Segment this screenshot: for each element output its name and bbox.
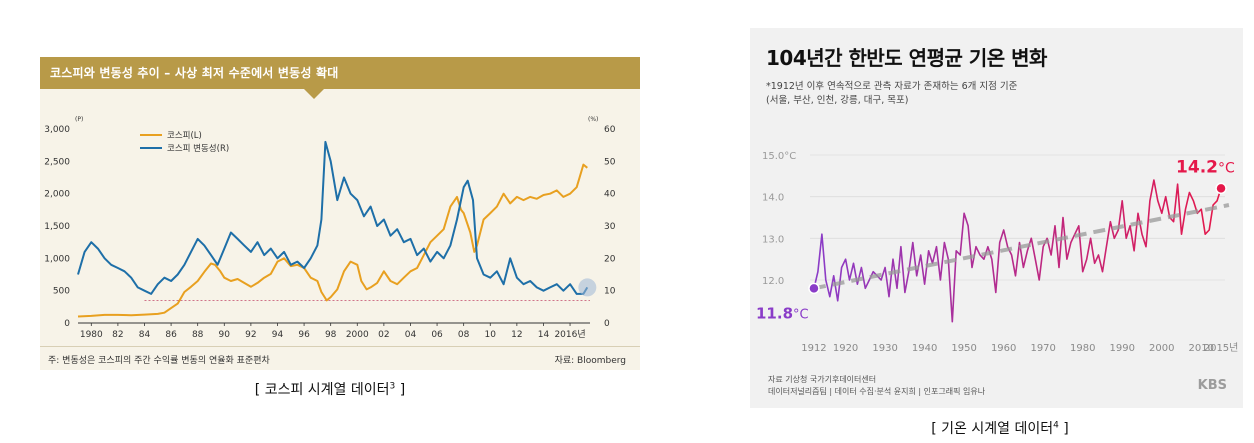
- x-tick-label: 94: [272, 330, 284, 340]
- y-right-tick-label: 40: [604, 190, 616, 200]
- y-right-tick-label: 20: [604, 254, 616, 264]
- kospi-caption-sup: 3: [389, 381, 396, 392]
- x-tick-label: 86: [165, 330, 177, 340]
- start-value-label: 11.8°C: [756, 304, 809, 322]
- kospi-caption-text: [ 코스피 시계열 데이터: [254, 382, 390, 398]
- x-tick-label: 08: [458, 330, 470, 340]
- temperature-caption: [ 기온 시계열 데이터4 ]: [880, 418, 1120, 438]
- y-tick-label: 13.0: [762, 234, 784, 245]
- kospi-note: 주: 변동성은 코스피의 주간 수익률 변동의 연율화 표준편차: [48, 356, 270, 366]
- x-tick-label: 2000: [346, 330, 369, 340]
- kospi-caption-end: ]: [395, 382, 406, 398]
- x-tick-label: 14: [538, 330, 550, 340]
- y-tick-label: 15.0°C: [762, 151, 796, 162]
- temperature-caption-sup: 4: [1053, 420, 1059, 431]
- x-tick-label: 1990: [1110, 343, 1135, 354]
- x-tick-label: 1950: [951, 343, 976, 354]
- y-left-tick-label: 2,500: [44, 157, 70, 167]
- temperature-subtitle-line1: *1912년 이후 연속적으로 관측 자료가 존재하는 6개 지점 기준: [766, 81, 1018, 92]
- kospi-source: 자료: Bloomberg: [554, 356, 626, 366]
- temperature-source-line2: 데이터저널리즘팀 | 데이터 수집·분석 윤지희 | 인포그래픽 임유나: [768, 387, 986, 396]
- x-tick-label: 06: [431, 330, 443, 340]
- kospi-chart: 3,0002,5002,0001,5001,000500060504030201…: [44, 116, 616, 340]
- x-tick-label: 92: [245, 330, 256, 340]
- kospi-banner: 코스피와 변동성 추이 – 사상 최저 수준에서 변동성 확대: [40, 57, 640, 89]
- kospi-volatility-line: [77, 140, 589, 295]
- temperature-subtitle-line2: (서울, 부산, 인천, 강릉, 대구, 목포): [766, 95, 909, 106]
- start-unit: °C: [793, 307, 809, 322]
- kospi-banner-title: 코스피와 변동성 추이 – 사상 최저 수준에서 변동성 확대: [50, 66, 339, 80]
- x-tick-label: 88: [192, 330, 204, 340]
- temperature-line: [813, 179, 1222, 323]
- y-right-tick-label: 50: [604, 157, 616, 167]
- y-left-tick-label: 0: [64, 319, 70, 329]
- y-left-tick-label: 1,500: [44, 222, 70, 232]
- legend-label: 코스피 변동성(R): [167, 143, 229, 154]
- x-tick-label: 1980: [1070, 343, 1095, 354]
- kbs-logo: KBS: [1197, 378, 1227, 393]
- y-right-tick-label: 0: [604, 319, 610, 329]
- trend-line: [813, 203, 1230, 291]
- y-right-tick-label: 10: [604, 287, 616, 297]
- y-left-tick-label: 3,000: [44, 125, 70, 135]
- x-tick-label: 2016년: [554, 329, 585, 340]
- y-left-tick-label: 500: [53, 287, 70, 297]
- temperature-caption-end: ]: [1058, 421, 1069, 437]
- x-tick-label: 82: [112, 330, 123, 340]
- end-value-label: 14.2°C: [1176, 157, 1235, 177]
- temperature-title: 104년간 한반도 연평균 기온 변화: [766, 46, 1047, 70]
- x-tick-label: 1970: [1030, 343, 1055, 354]
- x-tick-label: 1920: [833, 343, 858, 354]
- y-left-tick-label: 2,000: [44, 190, 70, 200]
- x-tick-label: 02: [378, 330, 389, 340]
- x-tick-label: 2010: [1189, 343, 1214, 354]
- temperature-caption-text: [ 기온 시계열 데이터: [931, 421, 1054, 437]
- x-tick-label: 10: [485, 330, 497, 340]
- end-point: [1215, 182, 1227, 195]
- banner-notch: [304, 89, 324, 99]
- y-right-tick-label: 60: [604, 125, 616, 135]
- start-value: 11.8: [756, 304, 793, 322]
- y-left-tick-label: 1,000: [44, 254, 70, 264]
- kospi-figure: 코스피와 변동성 추이 – 사상 최저 수준에서 변동성 확대 3,000 2,5…: [40, 57, 640, 370]
- temperature-chart: 15.0°C 14.0 13.0 12.0 1912 1920 1930 1940 1950 19…: [756, 151, 1239, 354]
- legend-label: 코스피(L): [167, 131, 202, 141]
- x-tick-label: 1960: [991, 343, 1016, 354]
- temperature-source-line1: 자료 기상청 국가기후데이터센터: [768, 375, 877, 384]
- x-tick-label: 1980: [80, 330, 103, 340]
- x-tick-label: 84: [139, 330, 151, 340]
- x-tick-label: 12: [511, 330, 522, 340]
- footer-divider: [40, 346, 640, 347]
- x-tick-label: 2015년: [1204, 342, 1239, 354]
- end-value: 14.2: [1176, 157, 1218, 177]
- y-right-unit: (%): [588, 116, 598, 123]
- x-tick-label: 98: [325, 330, 337, 340]
- x-tick-label: 1940: [912, 343, 937, 354]
- y-tick-label: 12.0: [762, 276, 784, 287]
- temperature-figure: 104년간 한반도 연평균 기온 변화 *1912년 이후 연속적으로 관측 자…: [750, 28, 1243, 408]
- x-tick-label: 1912: [801, 343, 826, 354]
- start-point: [808, 282, 820, 295]
- kospi-caption: [ 코스피 시계열 데이터3 ]: [200, 379, 460, 399]
- kospi-index-line: [77, 163, 588, 318]
- x-tick-label: 1930: [872, 343, 897, 354]
- x-tick-label: 2000: [1149, 343, 1174, 354]
- latest-point-highlight: [578, 278, 597, 297]
- y-right-tick-label: 30: [604, 222, 616, 232]
- y-left-unit: (P): [75, 116, 83, 123]
- x-tick-label: 04: [405, 330, 417, 340]
- x-tick-label: 90: [219, 330, 231, 340]
- end-unit: °C: [1218, 160, 1235, 176]
- y-tick-label: 14.0: [762, 193, 784, 204]
- x-tick-label: 96: [298, 330, 310, 340]
